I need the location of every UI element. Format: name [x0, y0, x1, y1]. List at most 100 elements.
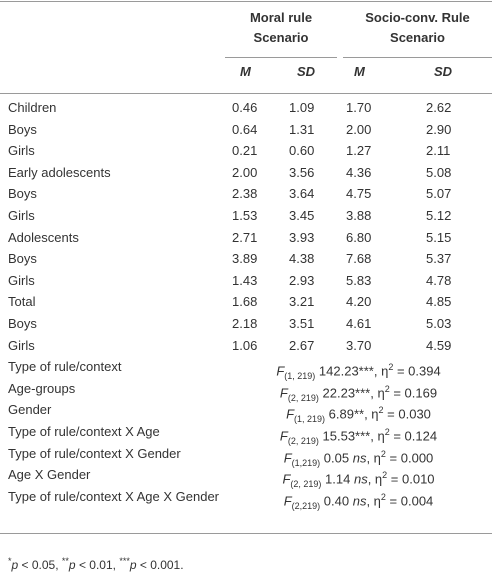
row-label: Boys	[8, 186, 37, 202]
row-label: Total	[8, 294, 36, 310]
text-part: (1, 219)	[294, 414, 326, 425]
cell-value: 3.21	[289, 294, 315, 310]
cell-value: 2.11	[426, 143, 451, 159]
row-label: Girls	[8, 272, 35, 288]
cell-value: 5.37	[426, 251, 452, 267]
cell-value: 1.27	[346, 143, 372, 159]
cell-value: 3.64	[289, 186, 315, 202]
row-label: Boys	[8, 316, 37, 331]
text-part: (1, 219)	[284, 371, 316, 382]
row-label: Boys	[8, 121, 37, 137]
text-part: < 0.001.	[136, 558, 184, 572]
cell-value: 5.08	[426, 164, 452, 180]
text-part: F	[283, 493, 292, 509]
text-part: 2	[382, 470, 388, 481]
stat-cell: F(1, 219) 6.89**, η2 = 0.030	[225, 402, 492, 427]
cell-value: 7.68	[346, 251, 372, 267]
row-label: Type of rule/context X Age X Gender	[8, 488, 220, 504]
text-part: , η	[366, 493, 381, 509]
cell-value: 2.62	[426, 100, 452, 115]
text-part: F	[286, 406, 295, 422]
text-part: (2, 219)	[290, 479, 322, 490]
cell-value: 1.09	[289, 100, 315, 115]
text-part: = 0.394	[393, 363, 441, 379]
cell-value: 3.70	[346, 337, 372, 353]
text-part: (2,219)	[291, 500, 321, 511]
text-part: *	[8, 556, 12, 566]
text-part: 0.05	[320, 449, 353, 465]
stat-cell: F(2, 219) 22.23***, η2 = 0.169	[225, 381, 492, 406]
column-header: SD	[434, 64, 453, 79]
text-part: = 0.124	[389, 428, 438, 444]
text-part: 6.89**, η	[325, 406, 379, 422]
cell-value: 4.85	[426, 294, 452, 310]
text-part: (2, 219)	[287, 435, 319, 446]
row-label: Type of rule/context X Age	[8, 424, 160, 439]
text-part: < 0.01,	[75, 558, 120, 572]
cell-value: 4.38	[289, 251, 315, 267]
text-part: 2	[384, 427, 390, 437]
text-part: (2, 219)	[287, 392, 319, 403]
group-header-line: Socio-conv. Rule	[365, 10, 470, 25]
cell-value: 4.61	[346, 316, 372, 331]
cell-value: 2.93	[289, 272, 315, 288]
cell-value: 6.80	[346, 229, 372, 245]
cell-value: 2.67	[289, 337, 315, 353]
cell-value: 2.38	[232, 186, 258, 202]
cell-value: 0.60	[289, 143, 315, 159]
cell-value: 5.07	[426, 186, 452, 202]
footnote: *p < 0.05, **p < 0.01, ***p < 0.001.	[8, 553, 184, 573]
cell-value: 3.88	[346, 208, 372, 223]
group-header-line: Scenario	[253, 30, 309, 45]
text-part: F	[276, 363, 285, 379]
cell-value: 0.21	[232, 143, 258, 159]
top-rule	[0, 1, 492, 2]
text-part: = 0.004	[385, 493, 434, 509]
column-header: SD	[297, 64, 316, 79]
text-part: = 0.030	[383, 406, 431, 422]
text-part: 2	[388, 362, 394, 373]
row-label: Girls	[8, 143, 35, 159]
row-label: Children	[8, 100, 57, 115]
row-label: Adolescents	[8, 229, 79, 245]
cell-value: 3.45	[289, 208, 315, 223]
text-part: = 0.010	[387, 471, 435, 487]
cell-value: 5.83	[346, 272, 372, 288]
text-part: ns	[353, 471, 368, 487]
text-part: 1.14	[321, 471, 354, 487]
cell-value: 1.68	[232, 294, 258, 310]
cell-value: 4.75	[346, 186, 372, 202]
cell-value: 3.89	[232, 251, 258, 267]
group-header-line: Moral rule	[249, 10, 313, 25]
stat-cell: F(2,219) 0.40 ns, η2 = 0.004	[225, 489, 492, 514]
text-part: p	[68, 558, 76, 572]
cell-value: 5.12	[426, 208, 452, 223]
column-header: M	[354, 64, 365, 79]
text-part: **	[61, 556, 69, 566]
text-part: 15.53***, η	[318, 428, 385, 444]
text-part: , η	[366, 449, 381, 465]
group-header-line: Scenario	[390, 30, 445, 45]
text-part: F	[279, 428, 288, 444]
group-rule	[225, 57, 337, 58]
column-header: M	[240, 64, 251, 79]
text-part: 2	[380, 491, 386, 502]
cell-value: 4.36	[346, 164, 372, 180]
group-rule	[343, 57, 492, 58]
text-part: F	[283, 449, 292, 465]
text-part: ns	[352, 493, 367, 509]
row-label: Gender	[8, 402, 52, 418]
text-part: 2	[378, 405, 384, 416]
text-part: ns	[352, 449, 367, 465]
cell-value: 0.64	[232, 121, 258, 137]
row-label: Age X Gender	[8, 467, 91, 483]
cell-value: 3.56	[289, 164, 315, 180]
stat-cell: F(1, 219) 142.23***, η2 = 0.394	[225, 359, 492, 384]
group-header: Socio-conv. Rule Scenario	[343, 8, 492, 48]
stat-cell: F(1,219) 0.05 ns, η2 = 0.000	[225, 446, 492, 471]
cell-value: 4.20	[346, 294, 372, 310]
text-part: p	[129, 558, 137, 572]
row-label: Type of rule/context X Gender	[8, 445, 181, 461]
cell-value: 1.43	[232, 272, 258, 288]
